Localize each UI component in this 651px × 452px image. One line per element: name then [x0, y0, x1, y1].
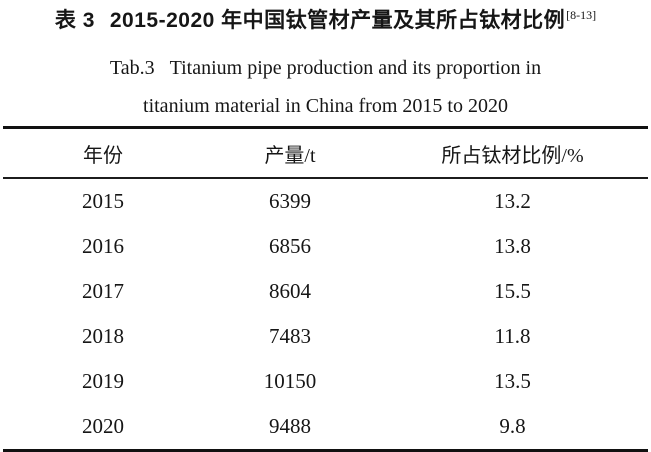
- table-row: 2020 9488 9.8: [3, 404, 648, 449]
- cell-proportion: 9.8: [499, 414, 526, 438]
- cell-year: 2019: [81, 369, 124, 393]
- cell-proportion: 13.5: [494, 369, 531, 393]
- table-caption-en-line1: Tab.3 Titanium pipe production and its pr…: [0, 56, 651, 80]
- cell-proportion: 15.5: [494, 279, 531, 303]
- cell-production: 7483: [269, 324, 311, 348]
- column-header-production: 产量/t: [264, 144, 316, 167]
- cell-production: 9488: [269, 414, 311, 438]
- table-caption-en-line2: titanium material in China from 2015 to …: [143, 95, 508, 117]
- cell-proportion: 13.2: [494, 189, 531, 213]
- table-header-row: 年份 产量/t 所占钛材比例/%: [3, 129, 648, 179]
- cell-production: 10150: [263, 369, 317, 393]
- column-header-proportion: 所占钛材比例/%: [441, 144, 584, 167]
- table-caption-zh: 表 3 2015-2020 年中国钛管材产量及其所占钛材比例[8-13]: [0, 0, 651, 36]
- cell-year: 2020: [81, 414, 124, 438]
- cell-proportion: 11.8: [494, 324, 531, 348]
- cell-year: 2015: [81, 189, 124, 213]
- table-row: 2019 10150 13.5: [3, 359, 648, 404]
- column-header-year: 年份: [82, 144, 123, 167]
- data-table: 年份 产量/t 所占钛材比例/% 2015 6399 13.2 2016 685…: [3, 126, 648, 452]
- cell-production: 8604: [269, 279, 311, 303]
- cell-year: 2018: [81, 324, 124, 348]
- cell-proportion: 13.8: [494, 234, 531, 258]
- cell-year: 2016: [81, 234, 124, 258]
- caption-en-text: Titanium pipe production and its proport…: [169, 57, 542, 79]
- caption-zh-text: 2015-2020 年中国钛管材产量及其所占钛材比例: [109, 9, 566, 32]
- cell-production: 6856: [269, 234, 311, 258]
- table-row: 2016 6856 13.8: [3, 224, 648, 269]
- table-row: 2018 7483 11.8: [3, 314, 648, 359]
- caption-citation-superscript: [8-13]: [566, 8, 597, 22]
- cell-year: 2017: [81, 279, 124, 303]
- caption-zh-label: 表 3: [54, 9, 95, 32]
- caption-en-label: Tab.3: [109, 57, 155, 79]
- cell-production: 6399: [269, 189, 311, 213]
- table-row: 2015 6399 13.2: [3, 179, 648, 224]
- table-row: 2017 8604 15.5: [3, 269, 648, 314]
